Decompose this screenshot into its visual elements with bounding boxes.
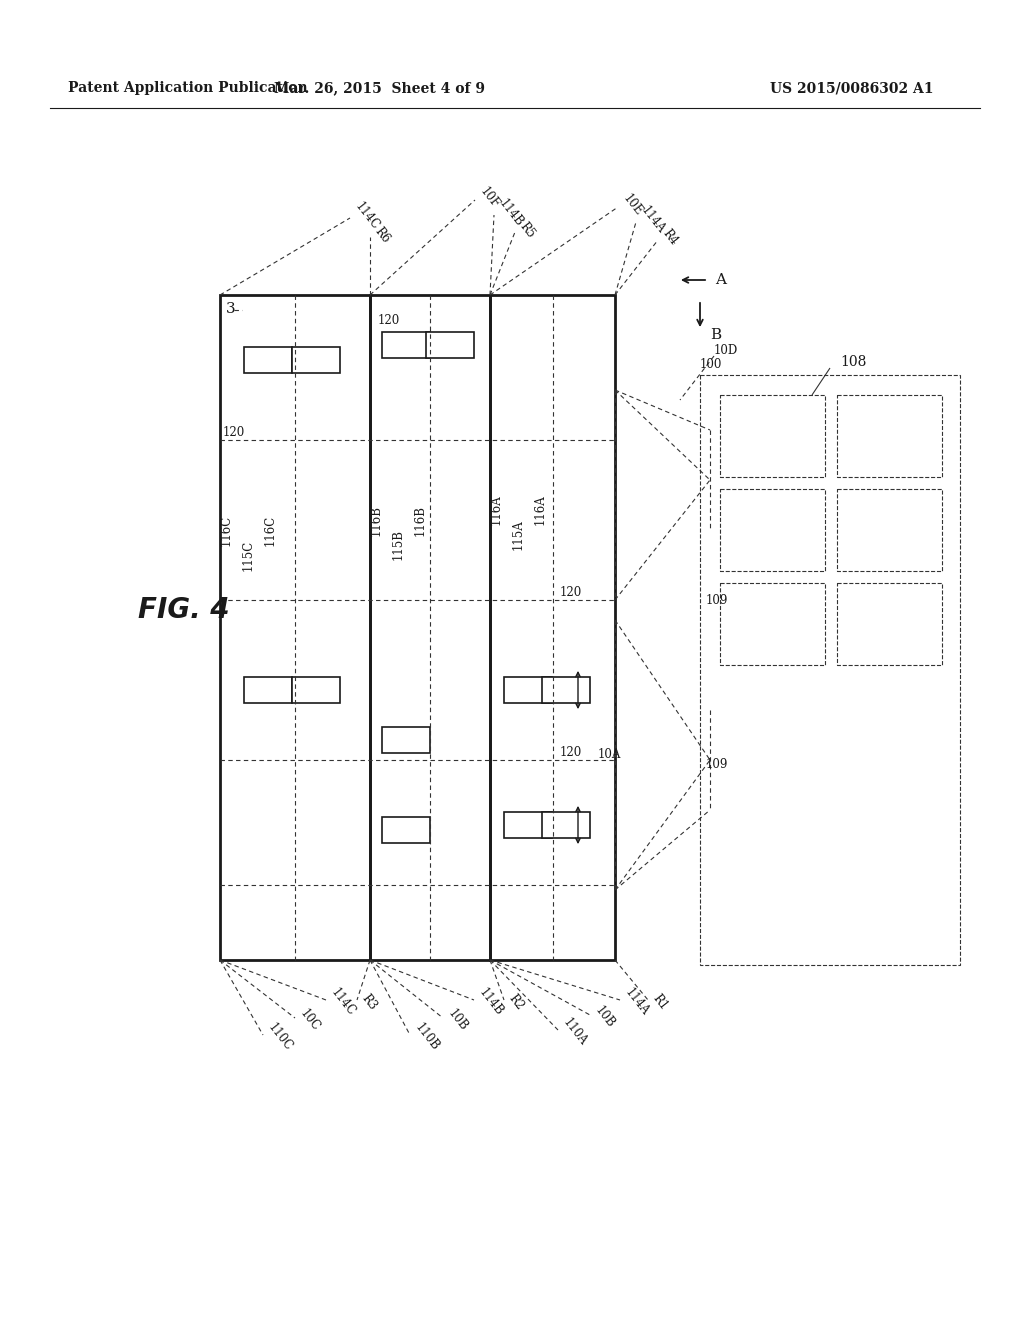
Text: 115B: 115B	[391, 529, 404, 561]
Bar	[542, 677, 590, 704]
Text: 100: 100	[700, 359, 722, 371]
Bar	[292, 677, 340, 704]
Text: 120: 120	[560, 747, 583, 759]
Text: 116A: 116A	[489, 495, 503, 525]
Bar	[244, 677, 292, 704]
Text: 10C: 10C	[297, 1007, 322, 1034]
Bar	[837, 395, 942, 477]
Text: 116A: 116A	[534, 495, 547, 525]
Text: R2: R2	[506, 991, 526, 1012]
Text: 120: 120	[560, 586, 583, 599]
Text: 120: 120	[223, 425, 246, 438]
Text: 110B: 110B	[412, 1020, 441, 1053]
Text: 110C: 110C	[265, 1020, 295, 1053]
Text: R3: R3	[359, 991, 379, 1012]
Text: 108: 108	[840, 355, 866, 370]
Text: 115C: 115C	[242, 540, 255, 570]
Text: 116B: 116B	[370, 504, 383, 536]
Text: R4: R4	[660, 227, 680, 247]
Text: 10A: 10A	[598, 748, 622, 762]
Text: 3: 3	[226, 302, 236, 315]
Text: 114B: 114B	[476, 986, 505, 1018]
Text: Mar. 26, 2015  Sheet 4 of 9: Mar. 26, 2015 Sheet 4 of 9	[274, 81, 485, 95]
Text: 10B: 10B	[592, 1003, 616, 1031]
Text: 114A: 114A	[622, 986, 651, 1018]
Text: US 2015/0086302 A1: US 2015/0086302 A1	[770, 81, 934, 95]
Text: 10D: 10D	[714, 343, 738, 356]
Bar	[720, 395, 825, 477]
Bar	[837, 488, 942, 572]
Bar	[382, 727, 430, 752]
Text: 116C: 116C	[263, 515, 276, 545]
Bar	[292, 347, 340, 374]
Bar	[490, 294, 615, 960]
Text: 109: 109	[706, 594, 728, 606]
Text: 10B: 10B	[445, 1007, 470, 1034]
Bar	[720, 488, 825, 572]
Bar	[426, 333, 474, 358]
Bar	[700, 375, 961, 965]
Text: 116B: 116B	[414, 504, 427, 536]
Bar	[504, 677, 552, 704]
Text: 114A: 114A	[638, 203, 668, 236]
Text: 109: 109	[706, 759, 728, 771]
Bar	[382, 817, 430, 843]
Text: 114C: 114C	[328, 986, 357, 1018]
Bar	[244, 347, 292, 374]
Text: 10F: 10F	[477, 185, 502, 211]
Text: A: A	[715, 273, 726, 286]
Text: B: B	[710, 327, 721, 342]
Text: 116C: 116C	[219, 515, 232, 545]
Text: R5: R5	[517, 219, 538, 240]
Text: 114B: 114B	[496, 197, 525, 230]
Bar	[370, 294, 490, 960]
Text: Patent Application Publication: Patent Application Publication	[68, 81, 307, 95]
Text: 115A: 115A	[512, 520, 524, 550]
Bar	[504, 812, 552, 838]
Text: R6: R6	[372, 224, 392, 246]
Text: 114C: 114C	[352, 199, 382, 232]
Bar	[220, 294, 370, 960]
Text: 10E: 10E	[620, 191, 645, 218]
Text: R1: R1	[650, 991, 671, 1012]
Text: 120: 120	[378, 314, 400, 326]
Text: 110A: 110A	[560, 1016, 589, 1048]
Text: FIG. 4: FIG. 4	[138, 597, 229, 624]
Bar	[382, 333, 430, 358]
Bar	[837, 583, 942, 665]
Bar	[720, 583, 825, 665]
Bar	[542, 812, 590, 838]
